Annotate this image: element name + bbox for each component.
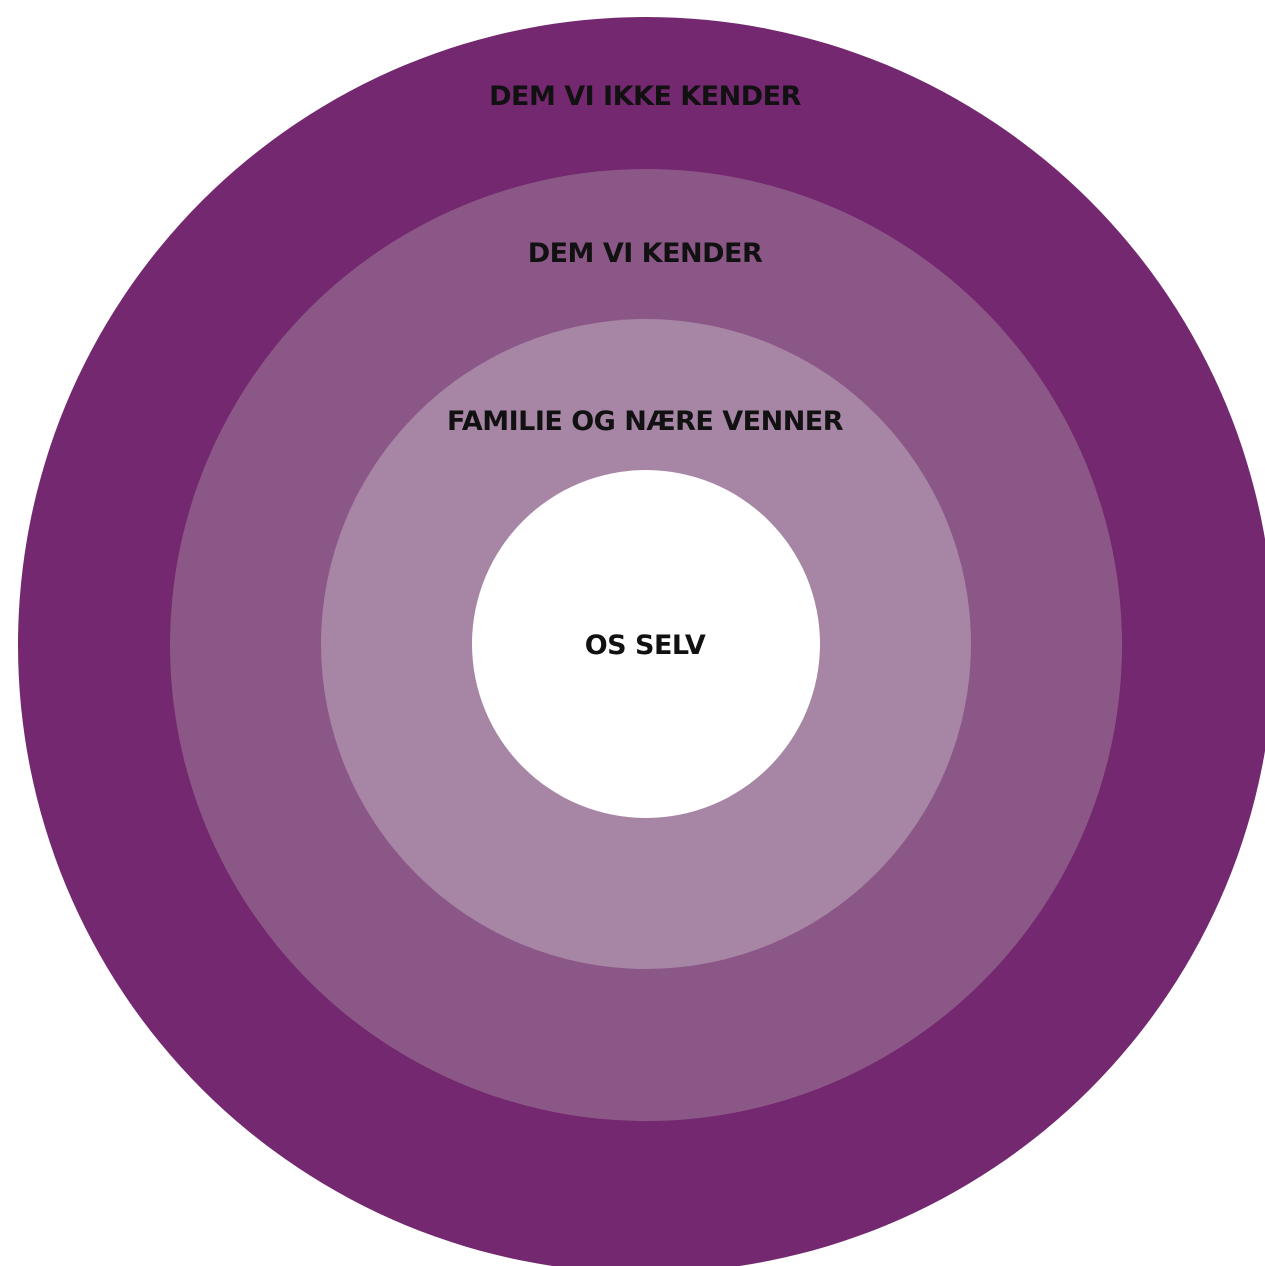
ring-os-selv bbox=[472, 470, 820, 818]
label-familie-og-naere-venner: FAMILIE OG NÆRE VENNER bbox=[446, 406, 844, 437]
label-dem-vi-ikke-kender: DEM VI IKKE KENDER bbox=[489, 81, 801, 112]
label-os-selv: OS SELV bbox=[584, 630, 706, 661]
label-dem-vi-kender: DEM VI KENDER bbox=[527, 238, 763, 269]
